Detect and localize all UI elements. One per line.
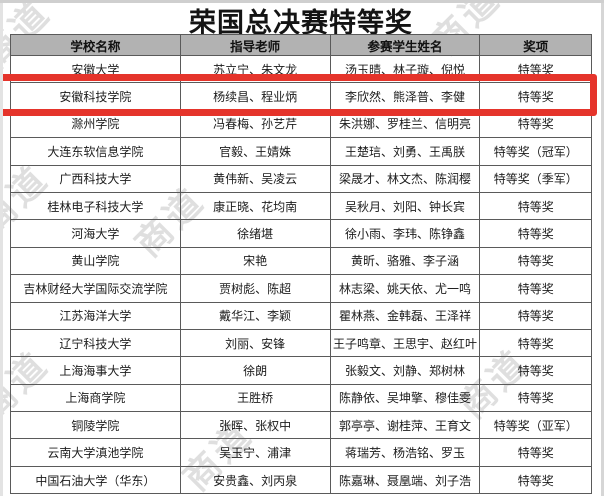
- cell-students: 陈静依、吴坤擎、穆佳雯: [329, 383, 481, 413]
- cell-award: 特等奖: [479, 383, 592, 413]
- award-table: 学校名称 指导老师 参赛学生姓名 奖项 安徽大学 苏立宁、朱文龙 汤玉晴、林子璇、倪…: [10, 34, 592, 495]
- cell-school: 桂林电子科技大学: [10, 191, 181, 221]
- cell-teachers: 康正晓、花均南: [179, 191, 331, 221]
- cell-school: 江苏海洋大学: [10, 301, 181, 330]
- table-row: 河海大学 徐绪堪 徐小雨、李玮、陈铮鑫 特等奖: [10, 219, 592, 248]
- cell-students: 朱洪娜、罗桂兰、信明亮: [329, 109, 481, 139]
- cell-teachers: 贾树彪、陈超: [179, 274, 331, 303]
- cell-award: 特等奖: [479, 356, 592, 385]
- cell-school: 云南大学滇池学院: [10, 438, 181, 467]
- cell-teachers: 刘丽、安锋: [179, 328, 331, 358]
- cell-school: 滁州学院: [10, 109, 181, 139]
- cell-students: 黄昕、骆雅、李子涵: [329, 246, 481, 276]
- cell-students: 林志梁、姚天依、尤一鸣: [329, 274, 481, 303]
- cell-school: 中国石油大学（华东）: [10, 465, 181, 495]
- cell-students: 郭亭亭、谢桂萍、王育文: [329, 411, 481, 440]
- table-row: 安徽大学 苏立宁、朱文龙 汤玉晴、林子璇、倪悦 特等奖: [10, 54, 592, 84]
- table-row: 桂林电子科技大学 康正晓、花均南 吴秋月、刘阳、钟长宾 特等奖: [10, 191, 592, 221]
- table-header: 学校名称 指导老师 参赛学生姓名 奖项: [10, 34, 592, 56]
- header-students: 参赛学生姓名: [329, 34, 481, 56]
- table-row: 上海海事大学 徐朗 张毅文、刘静、郑树林 特等奖: [10, 356, 592, 385]
- cell-teachers: 冯春梅、孙艺芹: [179, 109, 331, 139]
- cell-teachers: 苏立宁、朱文龙: [179, 54, 331, 84]
- cell-award: 特等奖: [479, 465, 592, 495]
- cell-teachers: 黄伟新、吴凌云: [179, 164, 331, 193]
- cell-award: 特等奖: [479, 109, 592, 139]
- table-row: 上海商学院 王胜桥 陈静依、吴坤擎、穆佳雯 特等奖: [10, 383, 592, 413]
- cell-students: 汤玉晴、林子璇、倪悦: [329, 54, 481, 84]
- table-row: 吉林财经大学国际交流学院 贾树彪、陈超 林志梁、姚天依、尤一鸣 特等奖: [10, 274, 592, 303]
- header-school: 学校名称: [10, 34, 181, 56]
- cell-school: 安徽科技学院: [10, 82, 181, 111]
- page-title: 荣国总决赛特等奖: [189, 8, 413, 38]
- cell-teachers: 宋艳: [179, 246, 331, 276]
- table-row: 滁州学院 冯春梅、孙艺芹 朱洪娜、罗桂兰、信明亮 特等奖: [10, 109, 592, 139]
- cell-award: 特等奖: [479, 246, 592, 276]
- header-row: 学校名称 指导老师 参赛学生姓名 奖项: [10, 34, 592, 56]
- cell-award: 特等奖: [479, 219, 592, 248]
- cell-teachers: 徐绪堪: [179, 219, 331, 248]
- cell-students: 梁晟才、林文杰、陈润樱: [329, 164, 481, 193]
- cell-award: 特等奖（亚军）: [479, 411, 592, 440]
- cell-teachers: 官毅、王婧姝: [179, 137, 331, 166]
- cell-teachers: 王胜桥: [179, 383, 331, 413]
- cell-school: 上海海事大学: [10, 356, 181, 385]
- cell-school: 上海商学院: [10, 383, 181, 413]
- cell-teachers: 张晖、张权中: [179, 411, 331, 440]
- cell-school: 辽宁科技大学: [10, 328, 181, 358]
- cell-students: 王楚琂、刘勇、王禹朕: [329, 137, 481, 166]
- cell-students: 徐小雨、李玮、陈铮鑫: [329, 219, 481, 248]
- cell-students: 王子鸣章、王思宇、赵红叶: [329, 328, 481, 358]
- cell-students: 吴秋月、刘阳、钟长宾: [329, 191, 481, 221]
- cell-teachers: 吴玉宁、浦津: [179, 438, 331, 467]
- table-row: 云南大学滇池学院 吴玉宁、浦津 蒋瑞芳、杨浩铭、罗玉 特等奖: [10, 438, 592, 467]
- cell-teachers: 戴华江、李颖: [179, 301, 331, 330]
- table-row: 江苏海洋大学 戴华江、李颖 瞿林燕、金韩磊、王泽祥 特等奖: [10, 301, 592, 330]
- cell-award: 特等奖（季军）: [479, 164, 592, 193]
- cell-school: 广西科技大学: [10, 164, 181, 193]
- cell-award: 特等奖: [479, 54, 592, 84]
- table-row: 大连东软信息学院 官毅、王婧姝 王楚琂、刘勇、王禹朕 特等奖（冠军）: [10, 137, 592, 166]
- cell-award: 特等奖: [479, 438, 592, 467]
- table-body: 安徽大学 苏立宁、朱文龙 汤玉晴、林子璇、倪悦 特等奖 安徽科技学院 杨续昌、程业炳 李欣然…: [10, 54, 592, 495]
- cell-school: 黄山学院: [10, 246, 181, 276]
- cell-school: 吉林财经大学国际交流学院: [10, 274, 181, 303]
- cell-students: 蒋瑞芳、杨浩铭、罗玉: [329, 438, 481, 467]
- table-row: 中国石油大学（华东） 安贵鑫、刘丙泉 陈嘉琳、聂凰端、刘子浩 特等奖: [10, 465, 592, 495]
- cell-students: 李欣然、熊泽普、李健: [329, 82, 481, 111]
- table-row: 黄山学院 宋艳 黄昕、骆雅、李子涵 特等奖: [10, 246, 592, 276]
- cell-students: 瞿林燕、金韩磊、王泽祥: [329, 301, 481, 330]
- cell-award: 特等奖: [479, 191, 592, 221]
- cell-award: 特等奖: [479, 274, 592, 303]
- cell-teachers: 杨续昌、程业炳: [179, 82, 331, 111]
- cell-students: 张毅文、刘静、郑树林: [329, 356, 481, 385]
- cell-teachers: 安贵鑫、刘丙泉: [179, 465, 331, 495]
- cell-award: 特等奖: [479, 328, 592, 358]
- table-row: 安徽科技学院 杨续昌、程业炳 李欣然、熊泽普、李健 特等奖: [10, 82, 592, 111]
- cell-school: 铜陵学院: [10, 411, 181, 440]
- cell-teachers: 徐朗: [179, 356, 331, 385]
- cell-award: 特等奖（冠军）: [479, 137, 592, 166]
- table-row: 辽宁科技大学 刘丽、安锋 王子鸣章、王思宇、赵红叶 特等奖: [10, 328, 592, 358]
- cell-award: 特等奖: [479, 82, 592, 111]
- header-award: 奖项: [479, 34, 592, 56]
- cell-school: 安徽大学: [10, 54, 181, 84]
- table-row: 铜陵学院 张晖、张权中 郭亭亭、谢桂萍、王育文 特等奖（亚军）: [10, 411, 592, 440]
- cell-school: 河海大学: [10, 219, 181, 248]
- cell-award: 特等奖: [479, 301, 592, 330]
- cell-school: 大连东软信息学院: [10, 137, 181, 166]
- table-row: 广西科技大学 黄伟新、吴凌云 梁晟才、林文杰、陈润樱 特等奖（季军）: [10, 164, 592, 193]
- cell-students: 陈嘉琳、聂凰端、刘子浩: [329, 465, 481, 495]
- header-teachers: 指导老师: [179, 34, 331, 56]
